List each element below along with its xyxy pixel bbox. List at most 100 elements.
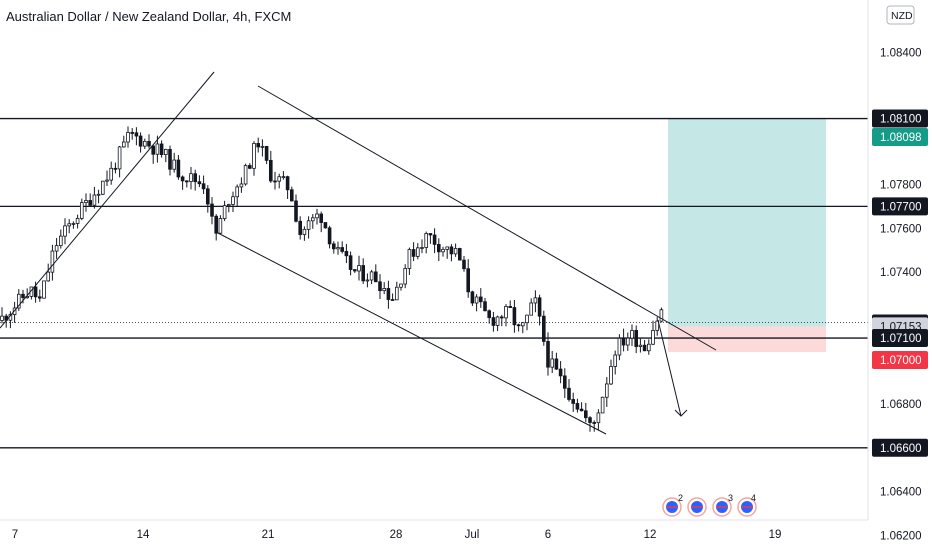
candle-body-up (630, 330, 634, 339)
candle (59, 229, 63, 249)
candle (478, 288, 483, 308)
currency-box[interactable] (886, 5, 915, 25)
stop-zone[interactable] (668, 326, 826, 352)
candle (331, 241, 336, 254)
candle-body-down (38, 296, 42, 299)
price-tag-label: 1.08100 (880, 114, 922, 126)
candle-body-down (184, 180, 189, 183)
candle-body-up (495, 316, 500, 326)
candle (42, 280, 46, 299)
candle (163, 148, 168, 163)
candle (609, 359, 613, 385)
candle (302, 226, 307, 241)
candle (277, 173, 281, 189)
candle-body-down (584, 410, 588, 419)
economic-event-flag[interactable] (662, 497, 682, 517)
candle-body-down (268, 159, 273, 182)
candle-body-down (134, 132, 139, 137)
candle-body-up (63, 225, 67, 237)
price-tag-black[interactable] (872, 109, 928, 128)
candle-body-up (163, 149, 168, 156)
economic-event-flag[interactable] (712, 497, 732, 517)
candle (613, 350, 617, 375)
price-tick-label: 1.06400 (880, 487, 922, 499)
candle (373, 264, 378, 283)
candle (264, 145, 269, 165)
candle-body-up (424, 233, 428, 248)
economic-event-flag[interactable] (687, 497, 707, 517)
candle-body-up (394, 286, 399, 301)
candle (542, 310, 546, 346)
candle (231, 191, 235, 213)
candle-body-up (369, 271, 374, 281)
price-tag-black[interactable] (872, 329, 928, 348)
candle-body-down (567, 387, 571, 400)
economic-event-flag[interactable] (737, 497, 757, 517)
price-tag-stop[interactable] (872, 351, 928, 369)
candle (563, 368, 567, 398)
candle (319, 211, 323, 233)
candle (105, 170, 109, 186)
candle-body-up (16, 293, 21, 309)
candle-body-up (474, 296, 479, 304)
candle (647, 339, 651, 355)
candle-body-down (361, 265, 365, 282)
candle (592, 420, 596, 432)
trend-line-up[interactable] (0, 71, 215, 329)
candle (365, 273, 370, 288)
candle (147, 134, 151, 149)
candle (113, 162, 118, 174)
channel-lower-line[interactable] (215, 231, 607, 435)
candle (101, 180, 105, 196)
time-tick-label: 14 (137, 529, 150, 541)
projection-arrow[interactable] (657, 319, 682, 417)
candle (126, 126, 130, 148)
candle (508, 300, 512, 309)
candle (151, 145, 156, 164)
target-zone[interactable] (668, 118, 826, 327)
candle-body-down (264, 145, 269, 161)
candle (483, 297, 487, 312)
candle-body-up (75, 217, 80, 224)
candle (38, 289, 42, 302)
candle (134, 127, 139, 146)
price-tag-black[interactable] (872, 197, 928, 216)
price-axis[interactable] (868, 0, 932, 550)
price-tag-black[interactable] (872, 438, 928, 457)
candle (537, 294, 542, 326)
candle-body-up (281, 176, 286, 179)
candle-body-down (588, 417, 592, 423)
candle (529, 298, 533, 316)
candle (428, 233, 433, 244)
candle (420, 239, 424, 254)
channel-upper-line[interactable] (257, 85, 717, 351)
candle-body-up (117, 146, 122, 170)
candle (247, 163, 252, 170)
candle-body-down (537, 297, 542, 317)
price-tag-target[interactable] (872, 127, 928, 146)
candle-body-up (357, 265, 361, 272)
candle (130, 128, 135, 140)
candle-body-up (50, 250, 55, 273)
candle-body-up (550, 358, 554, 368)
candle-body-down (323, 222, 328, 229)
candle-body-up (226, 204, 231, 207)
time-tick-label: Jul (465, 529, 480, 541)
candle (554, 352, 559, 370)
candle (369, 269, 374, 285)
candle-body-down (138, 135, 143, 147)
candle-body-down (466, 268, 470, 293)
candle-body-down (205, 188, 210, 205)
candle-body-up (647, 343, 651, 352)
candle (260, 139, 265, 157)
candle-body-down (298, 220, 302, 235)
candle-body-down (130, 132, 135, 134)
candle-body-down (634, 330, 638, 347)
price-tick-label: 1.06200 (880, 531, 922, 543)
candle (424, 231, 428, 254)
candle-body-up (46, 271, 50, 282)
candle (390, 293, 395, 301)
candle-body-down (546, 341, 550, 368)
candle-body-down (592, 422, 596, 424)
